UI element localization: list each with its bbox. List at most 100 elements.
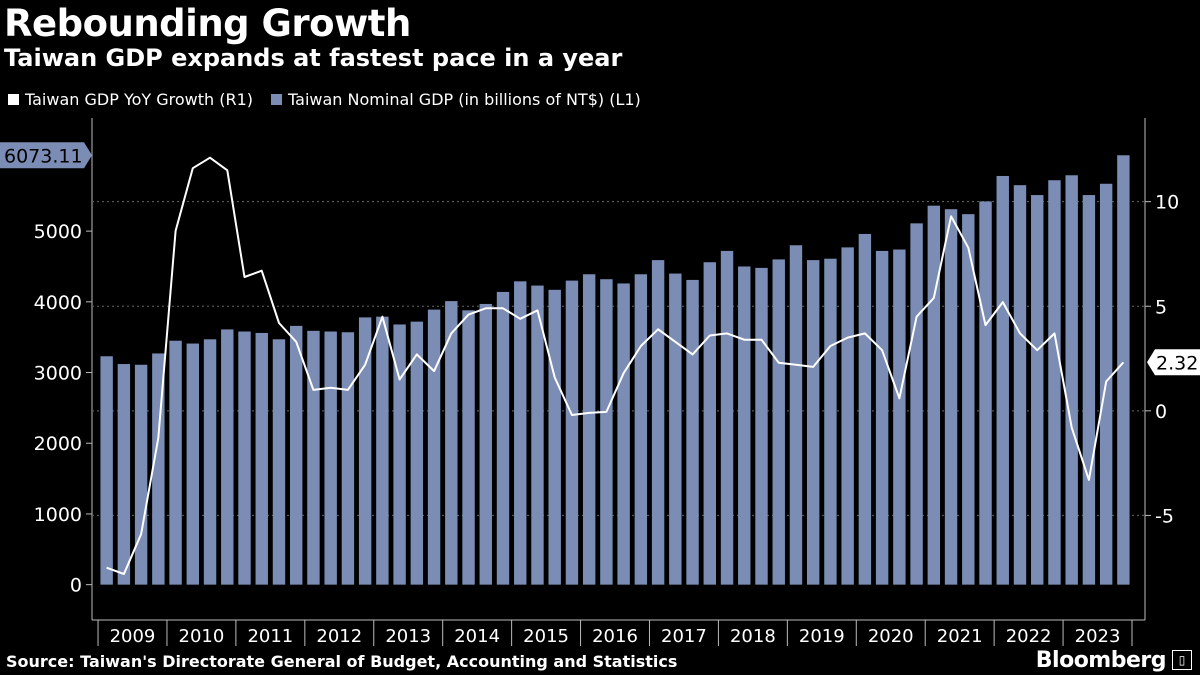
- gdp-bar: [221, 329, 234, 585]
- gdp-bar: [686, 279, 699, 585]
- legend-item-growth: Taiwan GDP YoY Growth (R1): [8, 90, 253, 109]
- gdp-bar: [893, 249, 906, 585]
- year-label: 2023: [1075, 626, 1121, 647]
- gdp-bar: [1082, 195, 1096, 585]
- left-tick-label: 1000: [34, 504, 82, 526]
- year-label: 2019: [799, 626, 845, 647]
- gdp-bar: [824, 258, 837, 585]
- gdp-bar: [979, 201, 992, 585]
- source-note: Source: Taiwan's Directorate General of …: [6, 652, 678, 671]
- gdp-bar: [634, 274, 648, 585]
- right-tick-label: 0: [1155, 401, 1167, 423]
- gdp-bar: [703, 262, 716, 585]
- gdp-bar: [1031, 195, 1044, 585]
- growth-last-value-label: 2.32: [1156, 352, 1198, 374]
- gdp-bar: [186, 343, 200, 585]
- gdp-bar: [410, 321, 424, 585]
- left-tick-label: 4000: [34, 292, 82, 314]
- legend-label-gdp: Taiwan Nominal GDP (in billions of NT$) …: [288, 90, 641, 109]
- year-label: 2010: [179, 626, 225, 647]
- gdp-bar: [806, 260, 820, 585]
- legend-swatch-growth: [8, 94, 19, 105]
- gdp-bar: [376, 316, 389, 585]
- gdp-bar: [255, 332, 268, 585]
- year-label: 2012: [316, 626, 362, 647]
- gdp-bar: [169, 340, 182, 585]
- gdp-bar: [841, 247, 854, 585]
- growth-last-value-tag: [1147, 349, 1200, 376]
- year-label: 2021: [937, 626, 983, 647]
- gdp-bar: [600, 279, 613, 585]
- gdp-bar: [479, 303, 492, 585]
- gdp-bar: [996, 175, 1009, 585]
- gdp-bar: [738, 266, 751, 585]
- gdp-bar: [393, 324, 406, 585]
- gdp-last-value-tag: [0, 142, 92, 169]
- year-label: 2009: [110, 626, 156, 647]
- gdp-bar: [651, 260, 665, 585]
- gdp-bar: [910, 223, 923, 585]
- legend-label-growth: Taiwan GDP YoY Growth (R1): [25, 90, 254, 109]
- gdp-bar: [203, 339, 217, 585]
- left-tick-label: 2000: [34, 433, 82, 455]
- gdp-bar: [358, 317, 372, 585]
- year-label: 2011: [247, 626, 293, 647]
- gdp-bar: [531, 285, 544, 585]
- gdp-bar: [307, 330, 320, 585]
- gdp-bar: [290, 325, 303, 585]
- gdp-bar: [134, 364, 148, 585]
- year-label: 2016: [592, 626, 638, 647]
- chart-title: Rebounding Growth: [4, 2, 411, 45]
- gdp-bar: [944, 209, 958, 585]
- gdp-bar: [514, 281, 527, 585]
- growth-line: [106, 156, 1125, 575]
- legend-swatch-gdp: [271, 94, 283, 105]
- gdp-last-value-label: 6073.11: [4, 145, 83, 167]
- left-tick-label: 5000: [34, 221, 82, 243]
- gdp-bar: [858, 233, 872, 585]
- gdp-bar: [755, 267, 768, 585]
- chart-subtitle: Taiwan GDP expands at fastest pace in a …: [4, 44, 623, 72]
- gdp-bar: [100, 356, 113, 585]
- gdp-bar: [272, 339, 286, 585]
- bloomberg-terminal-icon: ▯: [1172, 650, 1192, 670]
- gdp-bar: [772, 259, 785, 585]
- right-tick-label: 10: [1155, 192, 1179, 214]
- gdp-bar: [445, 301, 458, 585]
- gdp-bar: [1117, 155, 1130, 585]
- year-label: 2022: [1006, 626, 1052, 647]
- gdp-bar: [875, 250, 889, 585]
- year-label: 2017: [661, 626, 707, 647]
- gdp-bar: [962, 214, 975, 585]
- gdp-bar: [238, 331, 251, 585]
- year-label: 2020: [868, 626, 914, 647]
- gdp-bar: [789, 245, 803, 585]
- gdp-bar: [496, 291, 510, 585]
- gdp-bar: [617, 283, 630, 585]
- gdp-bar: [324, 331, 337, 585]
- legend-item-gdp: Taiwan Nominal GDP (in billions of NT$) …: [271, 90, 641, 109]
- gdp-bar: [565, 280, 579, 585]
- gdp-bar: [1013, 185, 1027, 585]
- gdp-bar: [117, 364, 131, 585]
- gdp-bar: [1065, 175, 1078, 585]
- gdp-bar: [720, 250, 734, 585]
- legend: Taiwan GDP YoY Growth (R1) Taiwan Nomina…: [8, 90, 641, 109]
- gdp-bar: [582, 274, 596, 585]
- right-tick-label: 5: [1155, 296, 1167, 318]
- left-tick-label: 3000: [34, 363, 82, 385]
- gdp-bar: [341, 332, 355, 585]
- gdp-bar: [548, 289, 561, 585]
- gdp-bar: [1048, 180, 1061, 585]
- right-tick-label: -5: [1155, 505, 1174, 527]
- bloomberg-logo: Bloomberg: [1035, 648, 1167, 673]
- year-label: 2013: [385, 626, 431, 647]
- year-label: 2014: [454, 626, 500, 647]
- gdp-bar: [427, 309, 441, 585]
- year-label: 2015: [523, 626, 569, 647]
- gdp-bar: [669, 273, 682, 585]
- gdp-bar: [927, 205, 941, 585]
- year-label: 2018: [730, 626, 776, 647]
- gdp-bar: [462, 310, 475, 585]
